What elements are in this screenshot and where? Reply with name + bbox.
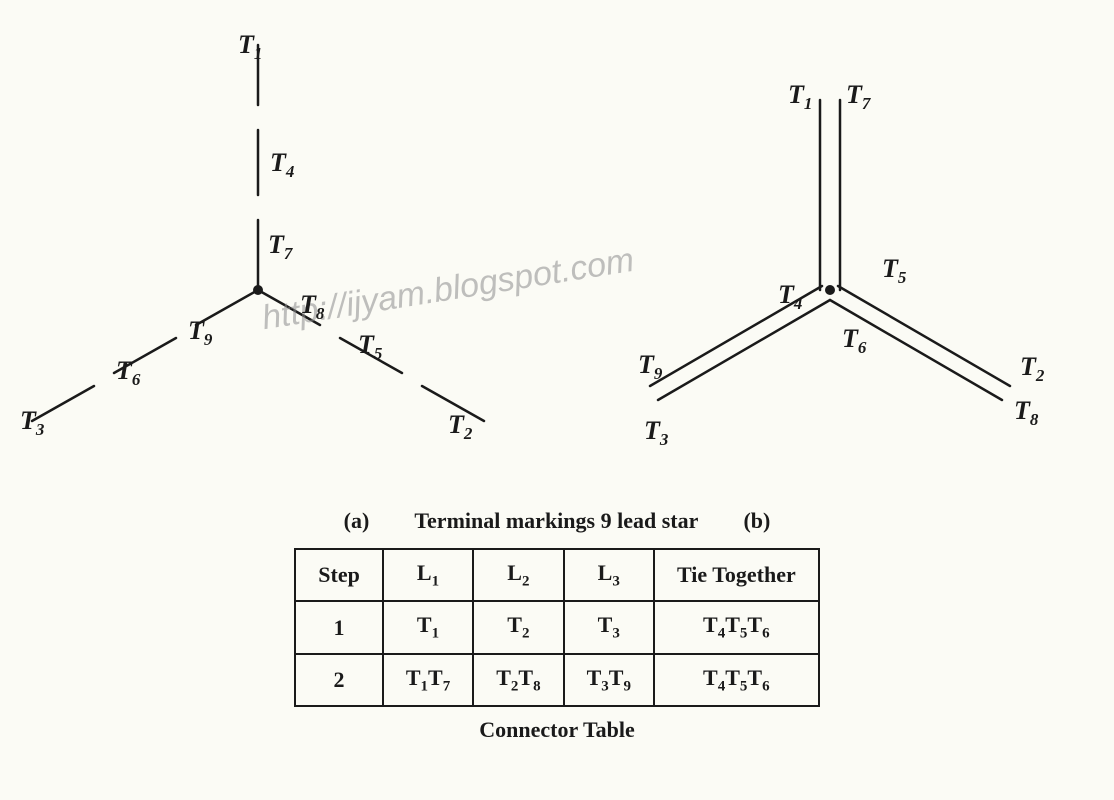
table-header-cell: L3 [564,549,654,601]
table-cell: T1 [383,601,473,653]
table-header-cell: L2 [473,549,563,601]
table-cell: 2 [295,654,383,706]
table-cell: 1 [295,601,383,653]
terminal-label: T8 [300,290,324,324]
table-cell: T1T7 [383,654,473,706]
terminal-label: T1 [238,30,262,64]
terminal-label: T6 [116,356,140,390]
table-header-row: StepL1L2L3Tie Together [295,549,818,601]
connector-table: StepL1L2L3Tie Together 1T1T2T3T4T5T62T1T… [294,548,819,707]
terminal-label: T9 [188,316,212,350]
terminal-label: T5 [358,330,382,364]
terminal-label: T7 [846,80,870,114]
table-cell: T2 [473,601,563,653]
table-cell: T3 [564,601,654,653]
terminal-label: T8 [1014,396,1038,430]
table-header-cell: Tie Together [654,549,819,601]
terminal-label: T7 [268,230,292,264]
table-cell: T4T5T6 [654,654,819,706]
terminal-label: T6 [842,324,866,358]
terminal-label: T2 [1020,352,1044,386]
diagram-area: http://ijyam.blogspot.com T7T4T1T8T5T2T9… [0,0,1114,500]
caption-b: (b) [743,508,770,533]
table-header-cell: Step [295,549,383,601]
terminal-label: T5 [882,254,906,288]
terminal-label: T4 [778,280,802,314]
table-header-cell: L1 [383,549,473,601]
terminal-label: T4 [270,148,294,182]
terminal-label: T9 [638,350,662,384]
caption-text: Terminal markings 9 lead star [414,508,698,533]
table-row: 1T1T2T3T4T5T6 [295,601,818,653]
wiring-svg [0,0,1114,500]
terminal-label: T1 [788,80,812,114]
terminal-label: T2 [448,410,472,444]
caption-a: (a) [344,508,370,533]
diagram-caption: (a) Terminal markings 9 lead star (b) [0,508,1114,534]
table-caption: Connector Table [0,717,1114,743]
table-cell: T3T9 [564,654,654,706]
terminal-label: T3 [20,406,44,440]
table-cell: T2T8 [473,654,563,706]
table-row: 2T1T7T2T8T3T9T4T5T6 [295,654,818,706]
terminal-label: T3 [644,416,668,450]
table-cell: T4T5T6 [654,601,819,653]
